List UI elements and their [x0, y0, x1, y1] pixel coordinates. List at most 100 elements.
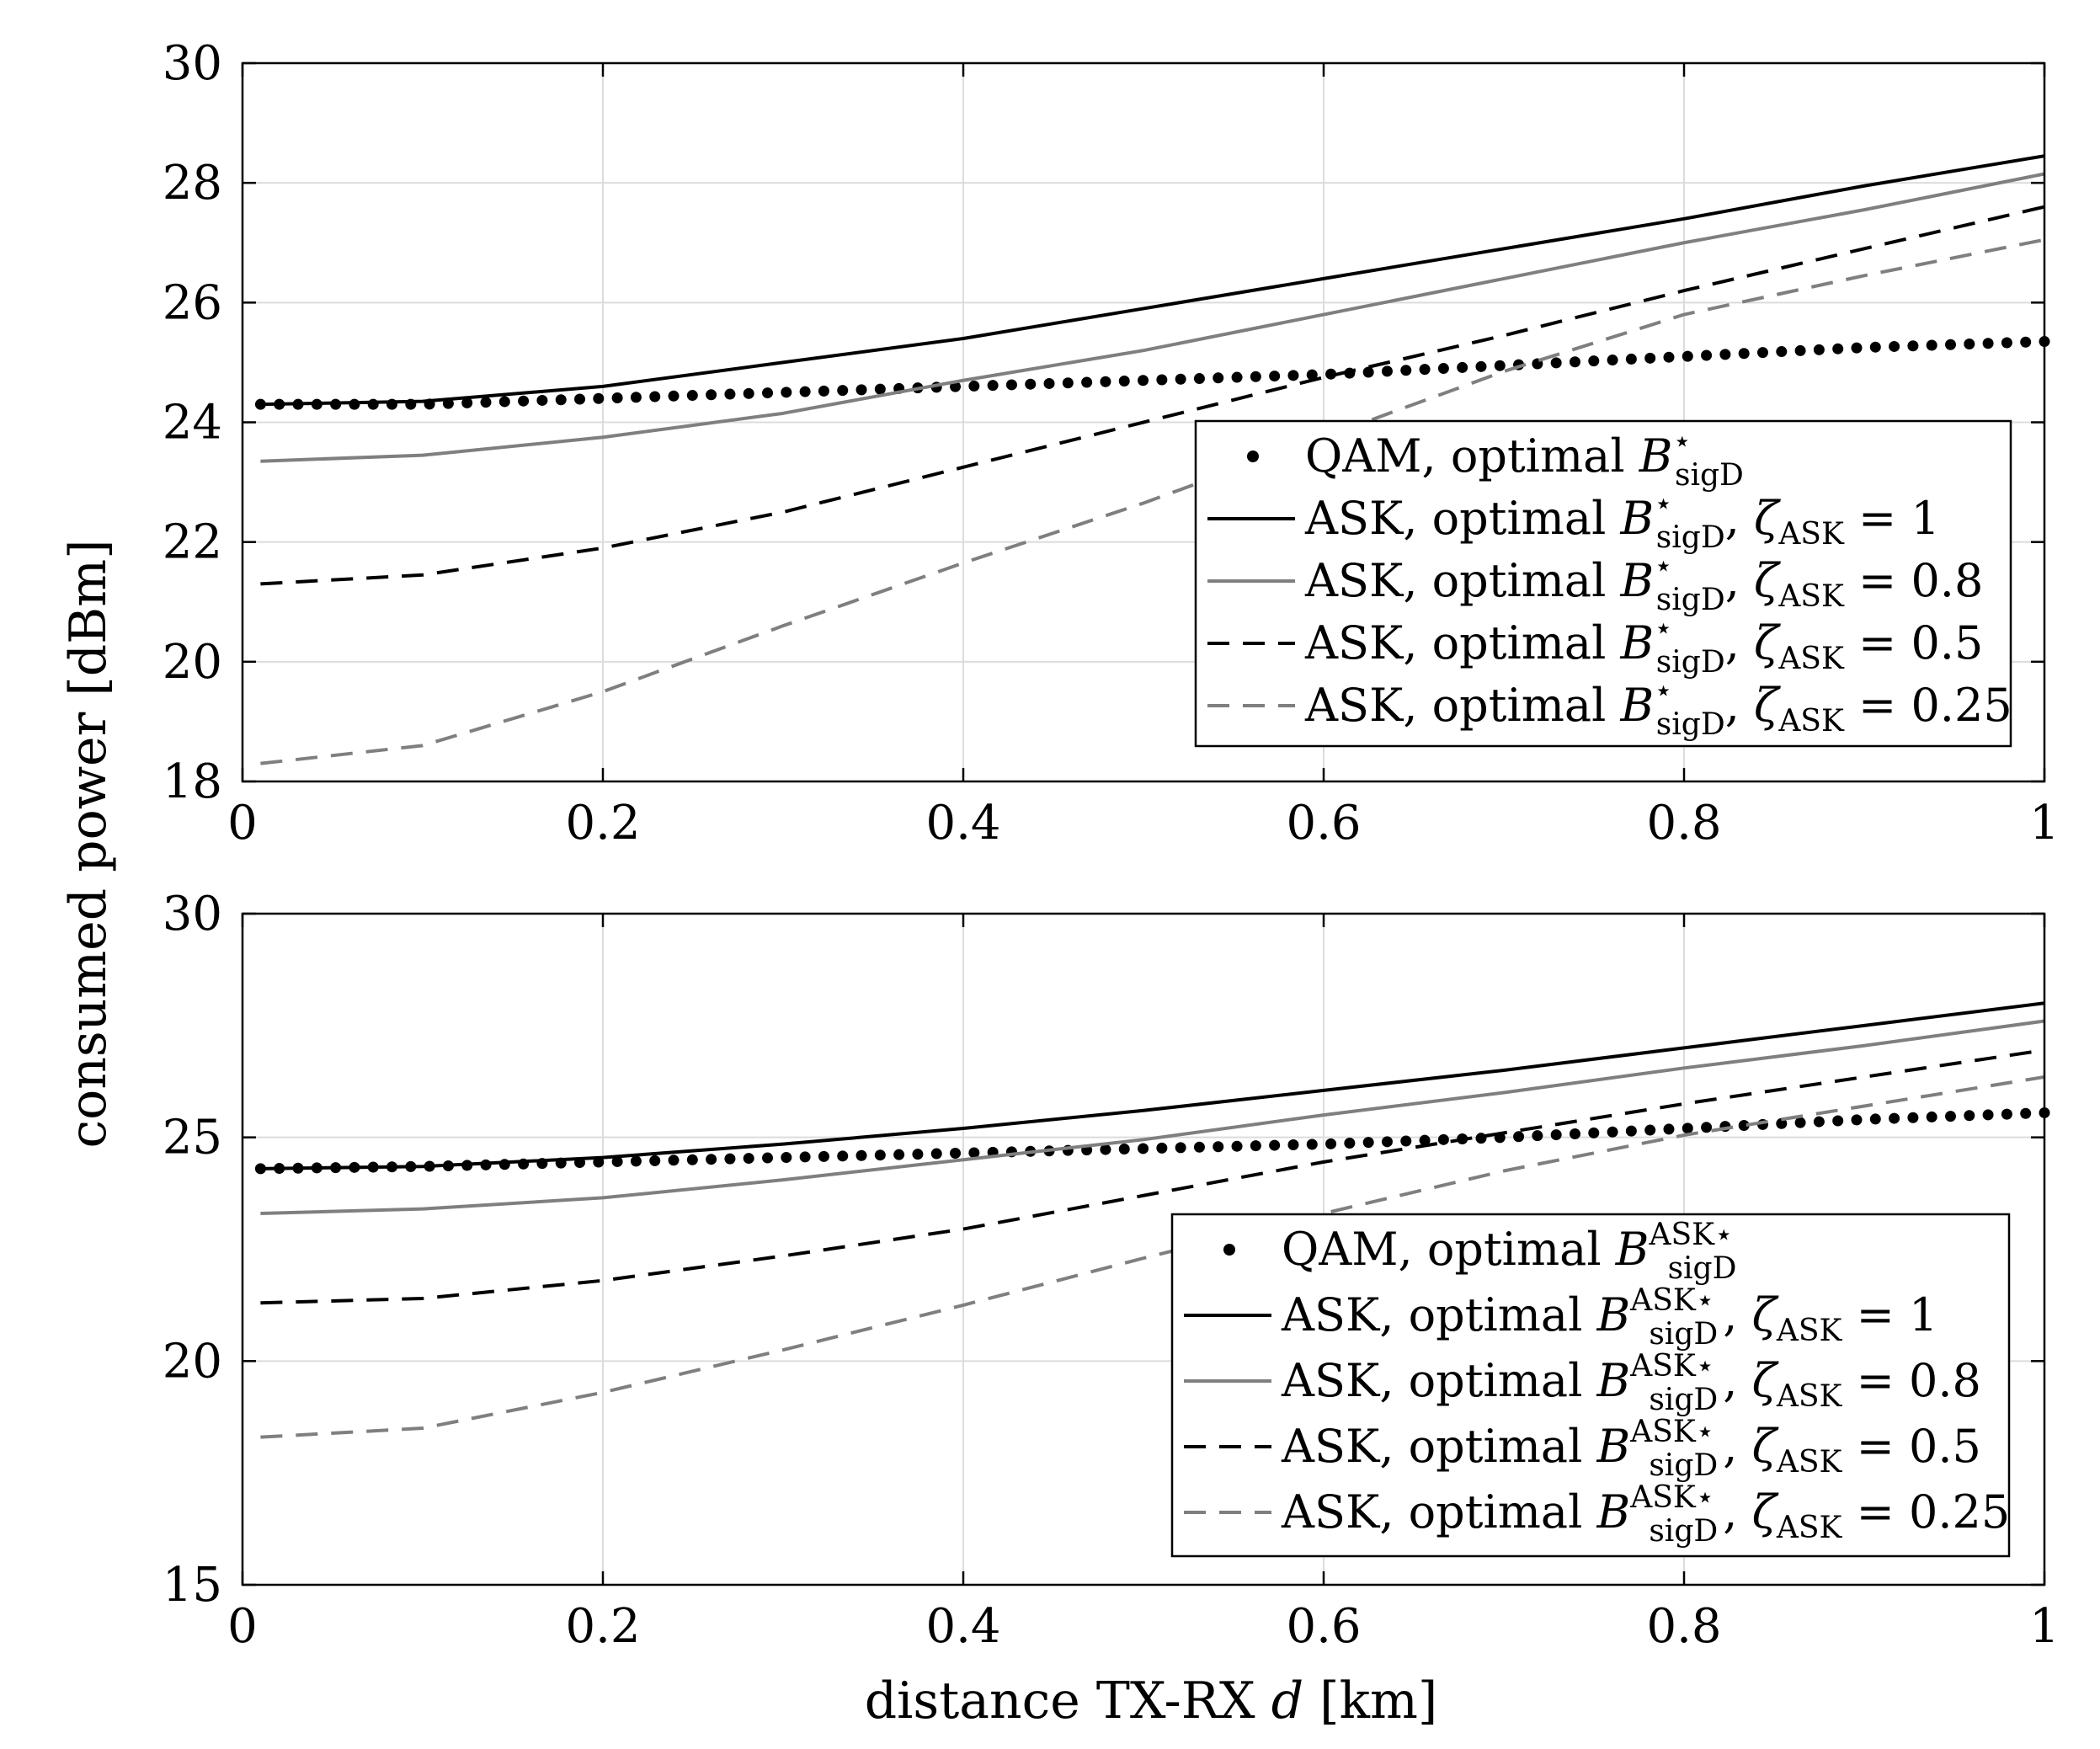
data-point [1100, 1144, 1111, 1155]
legend-label: ASK, optimal BASK⋆ sigD, ζASK = 1 [1281, 1283, 1937, 1352]
legend-label-zeta: ζ [1752, 1354, 1779, 1407]
series-line-2 [260, 172, 2045, 463]
data-point [1138, 1143, 1149, 1154]
data-point [706, 1154, 717, 1165]
data-point [2001, 337, 2012, 349]
data-point [781, 387, 792, 398]
x-tick-label: 0.4 [925, 796, 1000, 851]
data-point [1719, 349, 1731, 360]
data-point [1550, 357, 1562, 369]
legend-label-main: ASK, optimal [1281, 1485, 1597, 1538]
data-point [743, 387, 754, 399]
data-point [536, 394, 548, 406]
legend-label-tail: , [1725, 679, 1754, 732]
y-tick-label: 18 [163, 755, 222, 809]
data-point [649, 391, 661, 403]
legend-label-main: ASK, optimal [1281, 1420, 1597, 1473]
legend-label-symbol: B [1620, 492, 1655, 545]
data-point [1682, 350, 1693, 362]
legend-label-main: ASK, optimal [1304, 492, 1621, 545]
legend-label-symbol: B [1620, 616, 1655, 669]
data-point [724, 1153, 736, 1165]
data-point [968, 380, 980, 392]
x-tick-label: 1 [2029, 1599, 2060, 1654]
data-point [1869, 341, 1881, 353]
data-point [1794, 1117, 1806, 1128]
legend-label-zeta: ζ [1752, 1288, 1779, 1341]
data-point [668, 1154, 680, 1166]
data-point [1156, 374, 1168, 386]
series-line-1 [260, 1001, 2045, 1170]
y-tick-label: 28 [163, 156, 222, 211]
data-point [799, 386, 811, 397]
data-point [1269, 1139, 1281, 1151]
data-point [818, 385, 829, 397]
data-point [1118, 375, 1130, 387]
legend-label-zeta-sub: ASK [1778, 642, 1845, 676]
legend-label-symbol: B [1596, 1288, 1631, 1341]
legend-label-main: ASK, optimal [1304, 679, 1621, 732]
y-tick-label: 15 [163, 1558, 222, 1613]
data-point [1400, 1135, 1412, 1147]
legend-label: ASK, optimal BASK⋆ sigD, ζASK = 0.25 [1281, 1480, 2010, 1549]
data-point [1776, 1117, 1788, 1129]
y-tick-label: 25 [163, 1111, 222, 1165]
y-tick-label: 26 [163, 275, 222, 330]
data-point [1926, 339, 1937, 351]
legend-label-sub: sigD [1656, 520, 1725, 555]
data-point [987, 380, 999, 392]
data-point [1175, 1142, 1186, 1154]
data-point [555, 394, 567, 406]
data-point [762, 1152, 774, 1164]
data-point [1569, 356, 1580, 368]
legend-label: QAM, optimal BASK⋆ sigD [1282, 1218, 1736, 1286]
data-point [1287, 370, 1299, 381]
data-point [1569, 1128, 1580, 1139]
data-point [1944, 1111, 1956, 1122]
data-point [1081, 376, 1093, 388]
data-point [1494, 360, 1506, 371]
data-point [1851, 342, 1863, 354]
data-point [1100, 376, 1111, 387]
legend-label-sub: sigD [1649, 1317, 1718, 1352]
series-line-3 [260, 1048, 2045, 1305]
data-point [1457, 361, 1468, 373]
legend-label-sub: sigD [1668, 1251, 1737, 1286]
legend-label-symbol: B [1639, 429, 1673, 483]
legend-label-zeta: ζ [1752, 1485, 1779, 1538]
legend-marker-dot [1247, 451, 1259, 462]
legend-label-zeta: ζ [1752, 1420, 1779, 1473]
legend-label-eq: = 0.8 [1841, 1354, 1980, 1407]
x-tick-label: 1 [2029, 796, 2060, 851]
legend-label-symbol: B [1596, 1354, 1631, 1407]
legend-label-zeta-sub: ASK [1778, 704, 1845, 739]
data-point [818, 1150, 829, 1162]
data-point [724, 388, 736, 400]
x-axis-title-unit: [km] [1303, 1672, 1437, 1730]
legend-label-main: ASK, optimal [1304, 554, 1621, 607]
legend-label-main: QAM, optimal [1282, 1223, 1616, 1276]
data-point [1607, 1126, 1618, 1138]
data-point [1138, 375, 1149, 387]
data-point [1926, 1111, 1937, 1122]
legend-label-symbol: B [1620, 679, 1655, 732]
data-point [611, 1155, 623, 1167]
data-point [781, 1151, 792, 1163]
data-point [518, 395, 530, 407]
x-tick-label: 0.6 [1286, 796, 1361, 851]
legend-label-sub: sigD [1656, 645, 1725, 680]
data-point [1325, 1138, 1337, 1149]
data-point [1419, 1134, 1431, 1146]
data-point [855, 1149, 867, 1161]
x-tick-label: 0.4 [925, 1599, 1000, 1654]
x-axis-title-prefix: distance TX-RX [865, 1672, 1271, 1730]
data-point [1813, 344, 1825, 355]
series-line-2 [260, 1019, 2045, 1215]
data-point [1381, 1136, 1393, 1148]
data-point [1964, 1110, 1975, 1122]
legend-label-eq: = 1 [1844, 492, 1940, 545]
legend-label-sup: ASK⋆ [1629, 1480, 1714, 1515]
data-point [1362, 1137, 1374, 1149]
legend-label-sup: ⋆ [1672, 424, 1692, 459]
